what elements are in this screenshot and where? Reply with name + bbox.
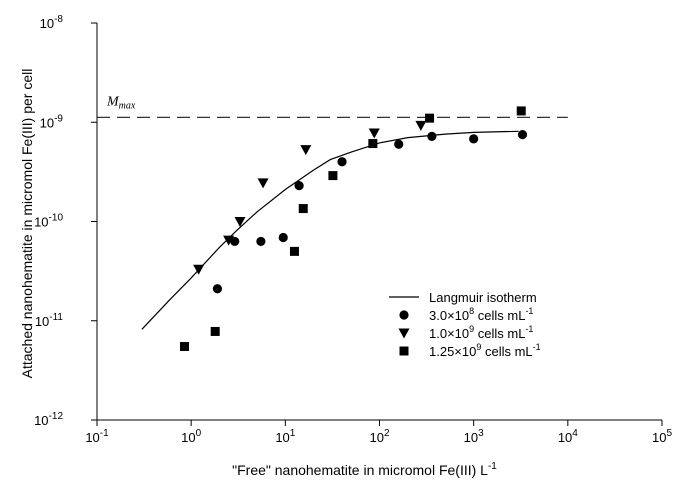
x-tick-label: 100 (181, 428, 201, 445)
legend-label: 3.0×108 cells mL-1 (429, 306, 533, 323)
data-point-square (516, 106, 526, 116)
x-tick-label: 102 (369, 428, 389, 445)
y-tick-label: 10-9 (40, 113, 64, 130)
y-tick-exponent: -11 (49, 312, 63, 323)
x-tick-base: 10 (558, 430, 572, 445)
y-tick-label: 10-10 (34, 213, 63, 230)
data-point-triangle-down (193, 264, 205, 275)
data-point-circle (337, 157, 347, 167)
y-tick-base: 10 (40, 16, 54, 31)
data-point-square (289, 246, 299, 256)
legend-label: 1.0×109 cells mL-1 (429, 324, 533, 341)
data-point-triangle-down (415, 120, 427, 131)
data-point-square (368, 139, 378, 149)
data-point-square (298, 204, 308, 214)
y-tick-label: 10-12 (34, 411, 63, 428)
legend-marker-square (399, 346, 409, 356)
mmax-label-main: M (106, 94, 120, 109)
x-tick-label: 105 (652, 428, 672, 445)
legend-label-text: cells mL (474, 308, 525, 323)
x-tick-exponent: 3 (478, 428, 484, 439)
x-tick-base: 10 (369, 430, 383, 445)
legend-label-superscript: 8 (469, 306, 474, 316)
y-axis-label: Attached nanohematite in micromol Fe(III… (19, 69, 35, 379)
legend-label-text: cells mL (481, 344, 532, 359)
legend-label-superscript: -1 (525, 306, 533, 316)
x-tick-base: 10 (85, 430, 99, 445)
data-point-square (210, 326, 220, 336)
data-point-square (180, 342, 190, 352)
x-tick-exponent: 5 (666, 428, 672, 439)
legend-label: Langmuir isotherm (429, 290, 537, 305)
y-tick-exponent: -12 (49, 411, 64, 422)
legend-label-text: 3.0×10 (429, 308, 469, 323)
x-tick-base: 10 (275, 430, 289, 445)
x-axis-label-text: "Free" nanohematite in micromol Fe(III) … (232, 462, 488, 478)
data-point-circle (294, 180, 304, 191)
data-point-circle (256, 236, 266, 247)
data-point-triangle-down (234, 217, 246, 227)
x-tick-exponent: 4 (572, 428, 578, 439)
legend-label-superscript: 9 (476, 342, 481, 352)
legend-marker-triangle-down (398, 328, 410, 339)
x-tick-label: 104 (558, 428, 578, 445)
x-tick-label: 10-1 (85, 428, 109, 445)
y-tick-exponent: -8 (54, 14, 63, 25)
data-point-triangle-down (368, 128, 380, 139)
data-point-circle (427, 131, 437, 142)
data-point-circle (212, 284, 223, 294)
axes: 10-1 100 101 102 103 104 10510-1210-1110-1010-… (19, 14, 672, 478)
data-point-circle (517, 130, 528, 140)
y-tick-exponent: -9 (54, 113, 63, 124)
x-tick-exponent: 1 (290, 428, 296, 439)
mmax-label: Mmax (106, 94, 136, 111)
y-tick-base: 10 (40, 115, 54, 130)
y-tick-base: 10 (35, 314, 49, 329)
x-tick-exponent: -1 (100, 428, 109, 439)
x-tick-base: 10 (464, 430, 478, 445)
data-point-circle (469, 134, 479, 144)
y-tick-base: 10 (34, 413, 48, 428)
data-point-circle (278, 232, 288, 243)
legend-label-superscript: 9 (469, 324, 474, 334)
legend-label-text: 1.25×10 (429, 344, 476, 359)
data-point-square (425, 113, 435, 123)
x-tick-exponent: 0 (196, 428, 202, 439)
legend-label-text: Langmuir isotherm (429, 290, 537, 305)
x-tick-label: 101 (275, 428, 295, 445)
legend-label-superscript: -1 (525, 324, 533, 334)
data-point-circle (230, 236, 240, 247)
legend-marker-circle (399, 310, 409, 320)
x-tick-label: 103 (464, 428, 484, 445)
x-tick-base: 10 (181, 430, 195, 445)
data-point-circle (394, 139, 404, 149)
legend-label-text: 1.0×10 (429, 326, 469, 341)
mmax-label-subscript: max (119, 100, 136, 111)
legend-label: 1.25×109 cells mL-1 (429, 342, 541, 359)
data-point-triangle-down (257, 178, 269, 189)
data-point-square (328, 171, 338, 181)
data-point-triangle-down (300, 145, 312, 156)
legend-label-text: cells mL (474, 326, 525, 341)
y-tick-exponent: -10 (49, 213, 64, 224)
data-point-triangle-down (223, 235, 235, 246)
x-tick-base: 10 (652, 430, 666, 445)
x-tick-exponent: 2 (384, 428, 390, 439)
data-points-group (180, 106, 528, 352)
x-axis-label: "Free" nanohematite in micromol Fe(III) … (232, 461, 497, 478)
y-tick-label: 10-8 (40, 14, 64, 31)
y-tick-base: 10 (34, 215, 48, 230)
legend-label-superscript: -1 (533, 342, 541, 352)
reference-line-group: Mmax (97, 94, 568, 118)
x-axis-label-superscript: -1 (488, 461, 497, 472)
y-tick-label: 10-11 (35, 312, 64, 329)
